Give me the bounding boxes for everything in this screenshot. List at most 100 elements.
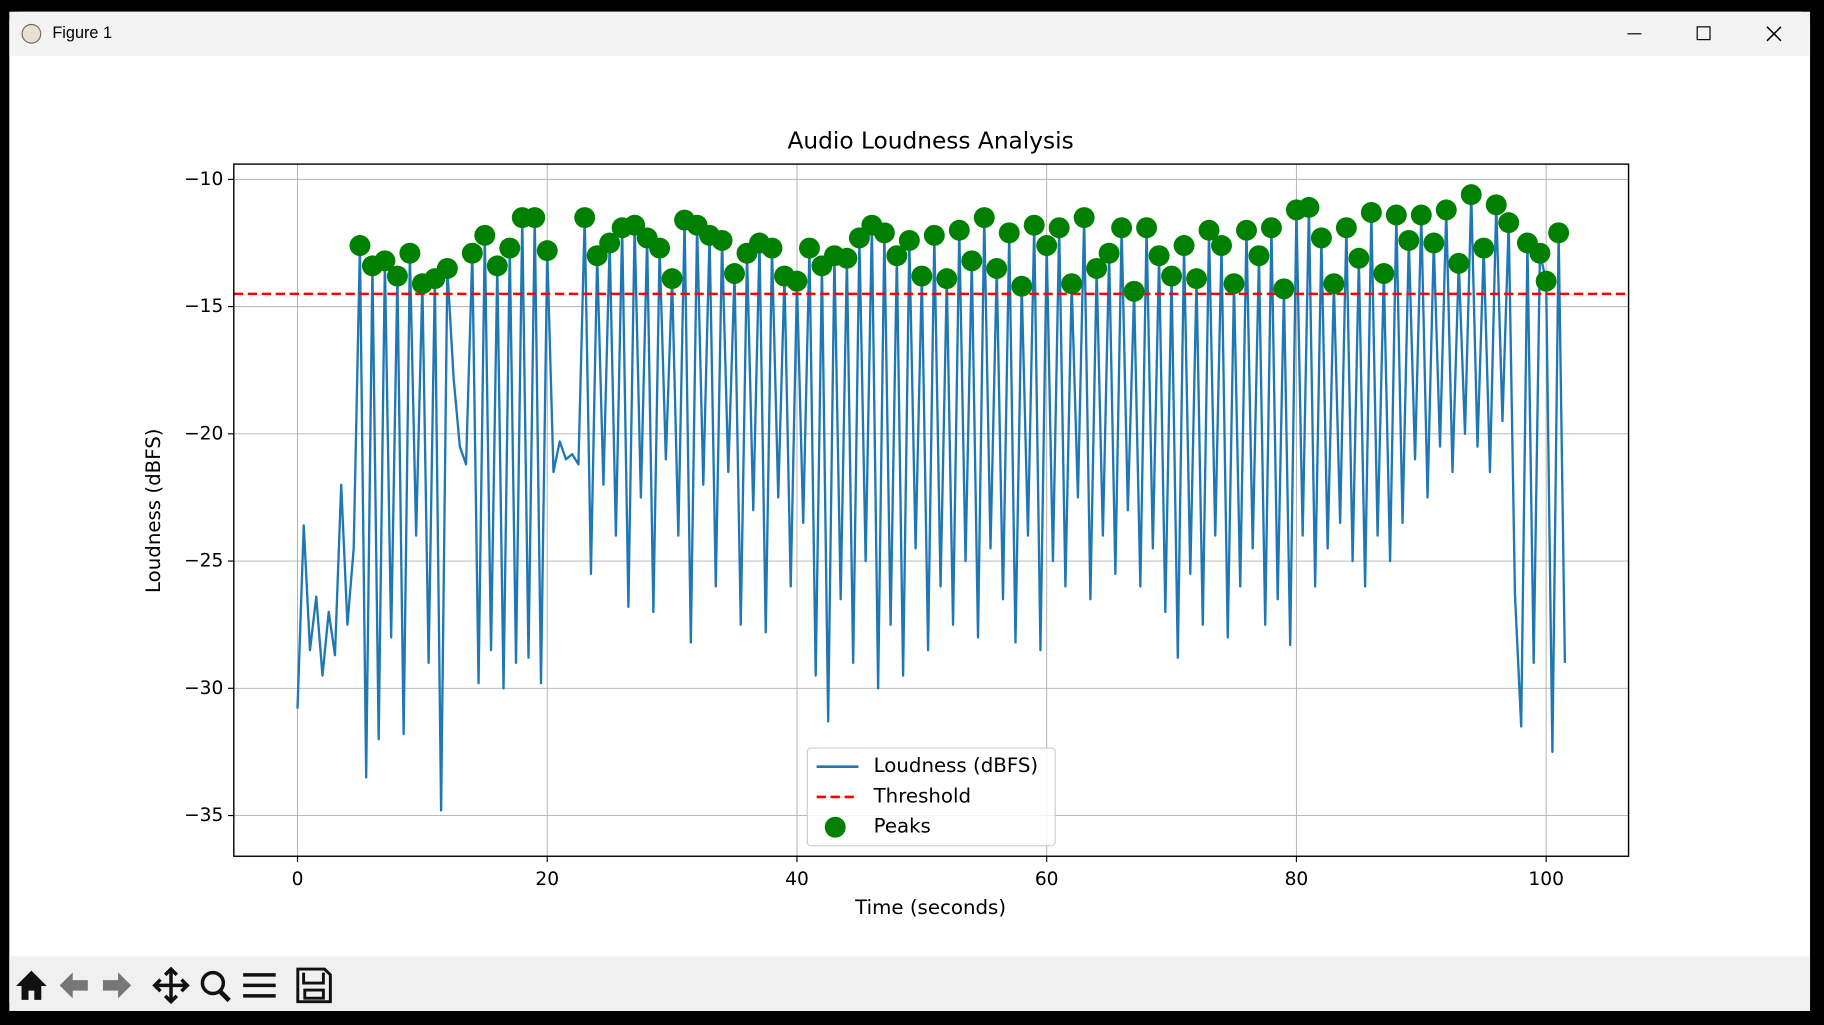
legend-label: Peaks <box>874 815 931 838</box>
legend-box <box>806 747 1056 847</box>
zoom-button[interactable] <box>200 970 226 996</box>
app-icon <box>21 23 42 44</box>
x-tick-label: 80 <box>1285 869 1309 890</box>
peak-marker <box>1148 245 1170 267</box>
peak-marker <box>1086 257 1108 279</box>
peak-marker <box>661 268 683 290</box>
x-tick-label: 100 <box>1528 869 1564 890</box>
peak-marker <box>1423 232 1445 254</box>
peak-marker <box>649 237 671 259</box>
peak-marker <box>873 222 895 244</box>
zoom-handle <box>218 989 231 1003</box>
peak-marker <box>1273 278 1295 300</box>
peak-marker <box>399 242 421 264</box>
y-tick-label: −10 <box>184 169 223 190</box>
peak-marker <box>973 207 995 229</box>
peak-marker <box>1460 184 1482 206</box>
peak-marker <box>1348 247 1370 269</box>
peak-marker <box>461 242 483 264</box>
peak-marker <box>898 229 920 251</box>
peak-marker <box>1385 204 1407 226</box>
window-title: Figure 1 <box>52 24 112 42</box>
x-tick-label: 40 <box>785 869 809 890</box>
peak-marker <box>486 255 508 277</box>
peak-marker <box>536 240 558 262</box>
peak-marker <box>474 224 496 246</box>
peak-marker <box>1498 212 1520 234</box>
peak-marker <box>1360 201 1382 223</box>
legend-label: Threshold <box>873 784 971 807</box>
peak-marker <box>524 207 546 229</box>
back-button[interactable] <box>59 972 88 999</box>
peak-marker <box>886 245 908 267</box>
legend-marker <box>824 816 846 838</box>
title-bar <box>9 11 1811 56</box>
peak-marker <box>1173 235 1195 256</box>
x-tick-label: 60 <box>1035 869 1059 890</box>
peak-marker <box>1485 194 1507 216</box>
peak-marker <box>1310 227 1332 249</box>
x-axis-label: Time (seconds) <box>854 896 1006 919</box>
peak-marker <box>374 250 396 272</box>
peak-marker <box>911 265 933 287</box>
chart-title: Audio Loudness Analysis <box>788 128 1074 155</box>
peak-marker <box>1111 217 1133 239</box>
configure-button[interactable] <box>243 973 276 998</box>
peak-marker <box>436 257 458 279</box>
peak-marker <box>1473 237 1495 259</box>
peak-marker <box>349 235 371 256</box>
window <box>9 11 1811 1011</box>
peak-marker <box>1186 268 1208 290</box>
y-tick-label: −30 <box>184 678 223 699</box>
peak-marker <box>1529 242 1551 264</box>
peak-marker <box>1373 263 1395 284</box>
peak-marker <box>711 229 733 251</box>
toolbar-icons <box>16 966 332 1005</box>
save-button[interactable] <box>296 967 332 1004</box>
peak-marker <box>1323 273 1345 295</box>
y-tick-label: −35 <box>184 805 223 826</box>
peak-marker <box>1435 199 1457 221</box>
peak-marker <box>1136 217 1158 239</box>
peak-marker <box>1448 252 1470 274</box>
close-button[interactable] <box>1766 26 1782 42</box>
peak-marker <box>599 232 621 254</box>
peak-marker <box>1061 273 1083 295</box>
peak-marker <box>386 265 408 287</box>
peak-marker <box>724 263 745 284</box>
home-button[interactable] <box>16 970 47 1000</box>
peak-marker <box>986 257 1008 279</box>
x-tick-label: 20 <box>535 869 559 890</box>
peak-marker <box>1123 280 1145 302</box>
data-line <box>296 193 1567 812</box>
peak-marker <box>1198 219 1220 241</box>
pan-button[interactable] <box>152 966 190 1005</box>
peak-marker <box>1535 270 1557 292</box>
x-tick-label: 0 <box>292 869 304 890</box>
peak-marker <box>1335 217 1357 239</box>
peak-marker <box>1023 214 1045 236</box>
peak-marker <box>948 219 970 241</box>
forward-button[interactable] <box>102 972 132 999</box>
peak-marker <box>1048 217 1070 239</box>
y-axis-label: Loudness (dBFS) <box>142 429 165 594</box>
plot-area: 0 20 40 60 80 100 −35 −30 −25 −20 −15 −10 Loudness (… <box>184 163 1630 890</box>
legend-label: Loudness (dBFS) <box>874 754 1039 777</box>
peak-marker <box>786 270 808 292</box>
y-tick-label: −20 <box>184 423 223 444</box>
peak-marker <box>798 237 820 259</box>
peak-marker <box>1211 235 1232 256</box>
peak-marker <box>1098 242 1120 264</box>
peak-marker <box>923 224 945 246</box>
peak-marker <box>574 207 596 229</box>
peak-marker <box>761 237 783 259</box>
peak-marker <box>1248 245 1270 267</box>
peak-marker <box>836 247 858 269</box>
toolbar <box>9 956 1811 1011</box>
y-tick-label: −15 <box>184 296 223 317</box>
peak-marker <box>1036 235 1058 256</box>
peak-marker <box>1260 217 1282 239</box>
maximize-button[interactable] <box>1696 26 1711 41</box>
